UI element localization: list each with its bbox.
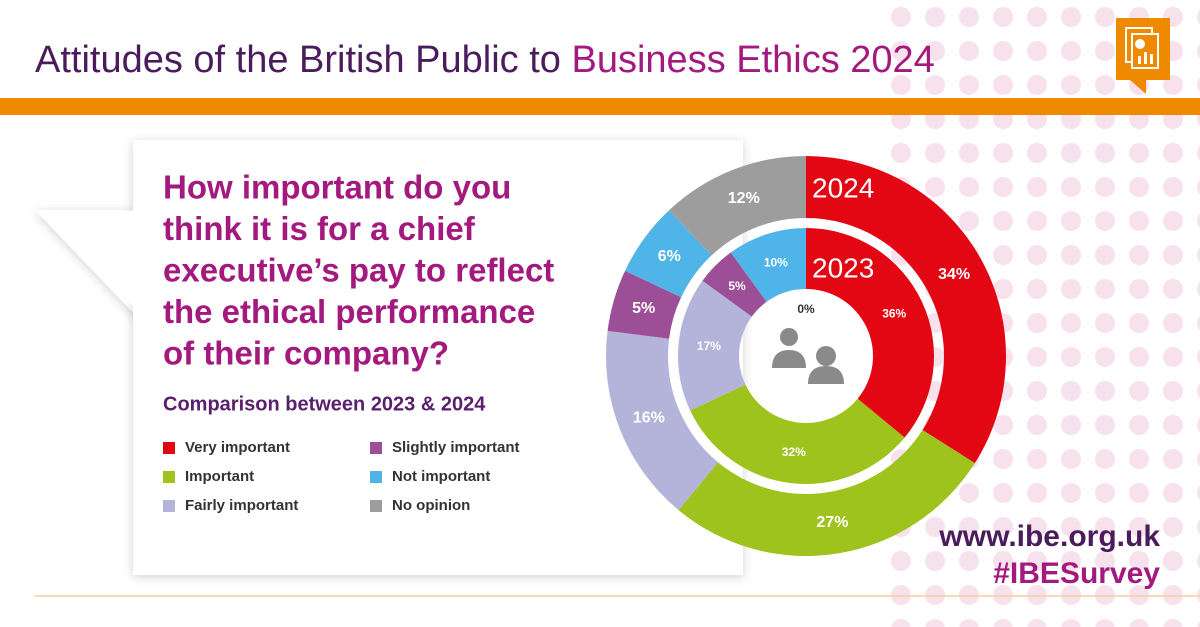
data-label: 10%	[764, 255, 788, 269]
donut-segment	[625, 210, 712, 298]
legend-swatch	[163, 471, 175, 483]
data-label: 5%	[728, 279, 746, 293]
donut-segment	[678, 429, 975, 556]
data-label: 17%	[697, 339, 721, 353]
donut-segment	[806, 156, 1006, 464]
donut-segment	[607, 270, 682, 339]
hashtag: #IBESurvey	[993, 557, 1160, 590]
data-label: 6%	[658, 248, 681, 265]
series-label: 2024	[812, 172, 874, 203]
data-label: 36%	[882, 307, 906, 321]
legend-swatch	[370, 442, 382, 454]
donut-segment	[806, 228, 934, 438]
donut-segment	[606, 330, 719, 511]
legend-swatch	[163, 442, 175, 454]
legend-label: Fairly important	[185, 497, 298, 514]
data-label: 16%	[633, 409, 665, 426]
speech-pointer-fill	[36, 211, 145, 318]
report-icon	[1116, 18, 1170, 94]
legend-label: Very important	[185, 439, 290, 456]
orange-band	[0, 98, 1200, 115]
title: Attitudes of the British Public to Busin…	[35, 39, 935, 81]
series-label: 2023	[812, 252, 874, 283]
people-icon	[772, 328, 844, 384]
donut-segment	[730, 228, 806, 302]
data-label: 0%	[797, 302, 815, 316]
donut-segment	[690, 384, 905, 484]
website: www.ibe.org.uk	[938, 520, 1160, 553]
question-line: the ethical performance	[163, 293, 535, 330]
question-line: How important do you	[163, 169, 511, 206]
data-label: 12%	[728, 190, 760, 207]
donut-segment	[678, 280, 752, 411]
question-line: executive’s pay to reflect	[163, 252, 554, 289]
data-label: 27%	[816, 514, 848, 531]
question-line: think it is for a chief	[163, 210, 476, 247]
subtitle: Comparison between 2023 & 2024	[163, 393, 486, 415]
legend-label: No opinion	[392, 497, 470, 514]
legend-swatch	[370, 471, 382, 483]
data-label: 34%	[938, 266, 970, 283]
legend-label: Important	[185, 468, 254, 485]
title-highlight: Business Ethics 2024	[572, 39, 935, 81]
legend-swatch	[370, 500, 382, 512]
data-label: 5%	[632, 300, 655, 317]
donut-segment	[669, 156, 806, 256]
donut-segment	[702, 252, 767, 317]
legend-swatch	[163, 500, 175, 512]
legend-label: Not important	[392, 468, 490, 485]
title-main: Attitudes of the British Public to	[35, 39, 561, 81]
question-line: of their company?	[163, 335, 449, 372]
legend-label: Slightly important	[392, 439, 520, 456]
data-label: 32%	[782, 445, 806, 459]
